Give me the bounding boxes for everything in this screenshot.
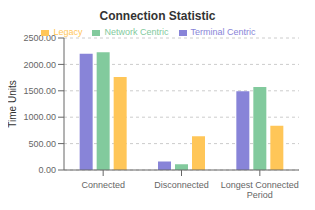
svg-text:500.00: 500.00 (28, 139, 56, 149)
svg-text:1500.00: 1500.00 (23, 86, 56, 96)
html-text:Connection Statistic: Connection Statistic (99, 9, 216, 23)
svg-text:2500.00: 2500.00 (23, 33, 56, 43)
svg-text:Time Units: Time Units (8, 80, 18, 127)
svg-text:2000.00: 2000.00 (23, 60, 56, 70)
html-text:Terminal Centric: Terminal Centric (190, 27, 256, 37)
svg-text:Connected: Connected (81, 180, 125, 190)
svg-text:0.00: 0.00 (38, 165, 56, 175)
html-text:Network Centric: Network Centric (104, 27, 169, 37)
svg-text:Disconnected: Disconnected (154, 180, 209, 190)
svg-text:1000.00: 1000.00 (23, 112, 56, 122)
html-text:Legacy: Legacy (53, 27, 83, 37)
svg-text:Longest ConnectedPeriod: Longest ConnectedPeriod (221, 180, 299, 200)
